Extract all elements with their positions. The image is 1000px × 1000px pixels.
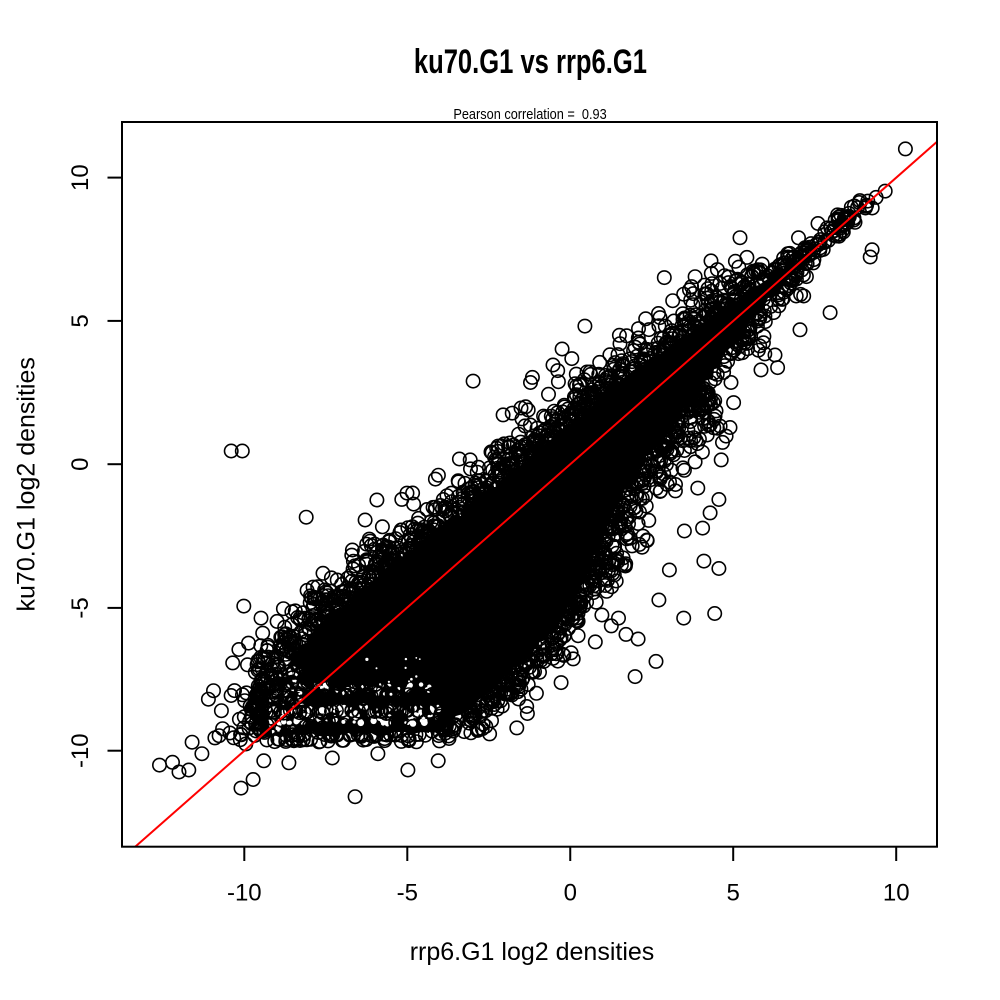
- svg-text:Pearson correlation = 0.93: Pearson correlation = 0.93: [453, 106, 606, 122]
- svg-text:0: 0: [564, 880, 577, 907]
- svg-text:10: 10: [883, 880, 910, 907]
- svg-text:rrp6.G1 log2 densities: rrp6.G1 log2 densities: [410, 938, 655, 966]
- svg-text:-5: -5: [397, 880, 418, 907]
- svg-text:ku70.G1 vs rrp6.G1: ku70.G1 vs rrp6.G1: [414, 44, 647, 81]
- svg-text:10: 10: [67, 164, 94, 191]
- svg-text:-10: -10: [227, 880, 262, 907]
- svg-text:-10: -10: [67, 733, 94, 768]
- svg-text:0: 0: [67, 458, 94, 471]
- svg-text:-5: -5: [67, 597, 94, 618]
- svg-text:ku70.G1 log2 densities: ku70.G1 log2 densities: [13, 357, 41, 611]
- svg-text:5: 5: [727, 880, 740, 907]
- svg-text:5: 5: [67, 314, 94, 327]
